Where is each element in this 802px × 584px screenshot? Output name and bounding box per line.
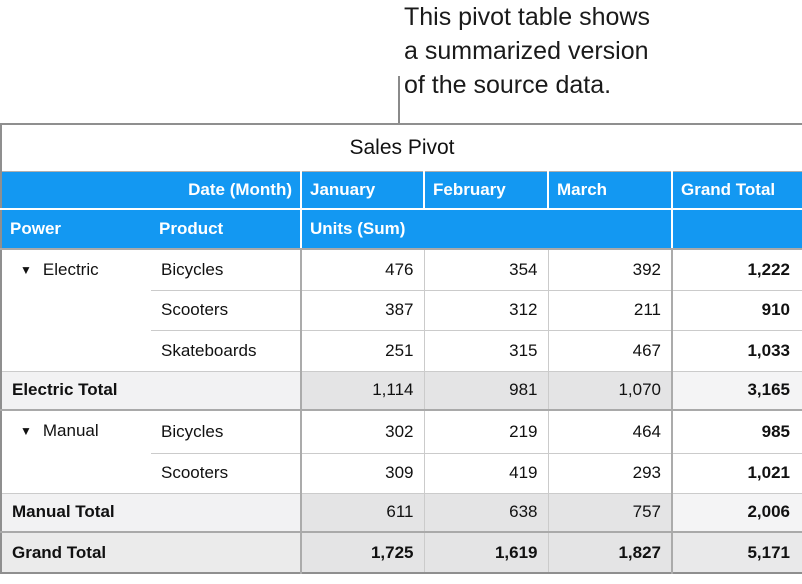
cell-subtotal: 638 bbox=[423, 492, 548, 533]
cell-product: Skateboards bbox=[151, 329, 301, 371]
cell-value: 302 bbox=[300, 410, 424, 453]
group-label: Manual bbox=[42, 421, 99, 440]
callout-line-1: This pivot table shows bbox=[404, 3, 650, 31]
column-header-march: March bbox=[547, 171, 672, 210]
cell-subtotal: 981 bbox=[423, 370, 548, 411]
cell-value: 309 bbox=[300, 452, 424, 493]
cell-value: 315 bbox=[423, 329, 548, 371]
table-row: Skateboards 251 315 467 1,033 bbox=[1, 329, 802, 371]
cell-value: 392 bbox=[547, 249, 672, 290]
column-header-january: January bbox=[300, 171, 424, 210]
group-header-manual: ▼ Manual bbox=[1, 410, 151, 493]
cell-value: 211 bbox=[547, 289, 672, 330]
callout-line-2: a summarized version bbox=[404, 37, 649, 65]
column-header-grand-total-spacer bbox=[671, 209, 802, 250]
cell-row-total: 985 bbox=[671, 410, 802, 453]
cell-value: 293 bbox=[547, 452, 672, 493]
cell-product: Scooters bbox=[151, 289, 301, 330]
cell-value: 387 bbox=[300, 289, 424, 330]
table-row: Scooters 387 312 211 910 bbox=[1, 289, 802, 330]
table-row: Scooters 309 419 293 1,021 bbox=[1, 452, 802, 493]
group-total-row: Manual Total 611 638 757 2,006 bbox=[1, 492, 802, 533]
cell-grand-total: 1,725 bbox=[300, 532, 424, 573]
cell-subtotal: 1,070 bbox=[547, 370, 672, 411]
column-header-product: Product bbox=[151, 209, 301, 250]
cell-value: 476 bbox=[300, 249, 424, 290]
cell-grand-total: 1,827 bbox=[547, 532, 672, 573]
cell-grand-total: 1,619 bbox=[423, 532, 548, 573]
column-header-february: February bbox=[423, 171, 548, 210]
cell-value: 354 bbox=[423, 249, 548, 290]
cell-row-total: 1,222 bbox=[671, 249, 802, 290]
cell-grand-total-sum: 5,171 bbox=[671, 532, 802, 573]
cell-value: 464 bbox=[547, 410, 672, 453]
group-total-label: Manual Total bbox=[1, 492, 301, 533]
callout-text: This pivot table shows a summarized vers… bbox=[404, 0, 650, 102]
column-header-grand-total: Grand Total bbox=[671, 171, 802, 210]
disclosure-triangle-icon[interactable]: ▼ bbox=[20, 263, 32, 277]
cell-value: 251 bbox=[300, 329, 424, 371]
cell-row-total: 1,033 bbox=[671, 329, 802, 371]
group-header-electric: ▼ Electric bbox=[1, 249, 151, 371]
cell-product: Scooters bbox=[151, 452, 301, 493]
cell-value: 312 bbox=[423, 289, 548, 330]
cell-subtotal: 1,114 bbox=[300, 370, 424, 411]
callout-line-3: of the source data. bbox=[404, 71, 612, 99]
group-label: Electric bbox=[42, 260, 99, 279]
grand-total-row: Grand Total 1,725 1,619 1,827 5,171 bbox=[1, 532, 802, 573]
pivot-table: Sales Pivot Date (Month) January Februar… bbox=[0, 123, 802, 574]
column-header-units-sum: Units (Sum) bbox=[300, 209, 672, 250]
group-total-label: Electric Total bbox=[1, 370, 301, 411]
group-total-row: Electric Total 1,114 981 1,070 3,165 bbox=[1, 370, 802, 411]
table-row: ▼ Manual Bicycles 302 219 464 985 bbox=[1, 410, 802, 493]
table-title: Sales Pivot bbox=[1, 124, 802, 172]
cell-row-total: 1,021 bbox=[671, 452, 802, 493]
cell-product: Bicycles bbox=[151, 410, 301, 453]
column-header-date-month: Date (Month) bbox=[1, 171, 301, 210]
cell-subtotal-grand: 2,006 bbox=[671, 492, 802, 533]
cell-product: Bicycles bbox=[151, 249, 301, 290]
cell-subtotal-grand: 3,165 bbox=[671, 370, 802, 411]
column-header-power: Power bbox=[1, 209, 151, 250]
table-row: ▼ Electric Bicycles 476 354 392 1,222 bbox=[1, 249, 802, 371]
cell-value: 219 bbox=[423, 410, 548, 453]
cell-subtotal: 757 bbox=[547, 492, 672, 533]
cell-subtotal: 611 bbox=[300, 492, 424, 533]
grand-total-label: Grand Total bbox=[1, 532, 301, 573]
callout-leader-line bbox=[398, 76, 400, 123]
disclosure-triangle-icon[interactable]: ▼ bbox=[20, 424, 32, 438]
cell-value: 467 bbox=[547, 329, 672, 371]
cell-value: 419 bbox=[423, 452, 548, 493]
cell-row-total: 910 bbox=[671, 289, 802, 330]
